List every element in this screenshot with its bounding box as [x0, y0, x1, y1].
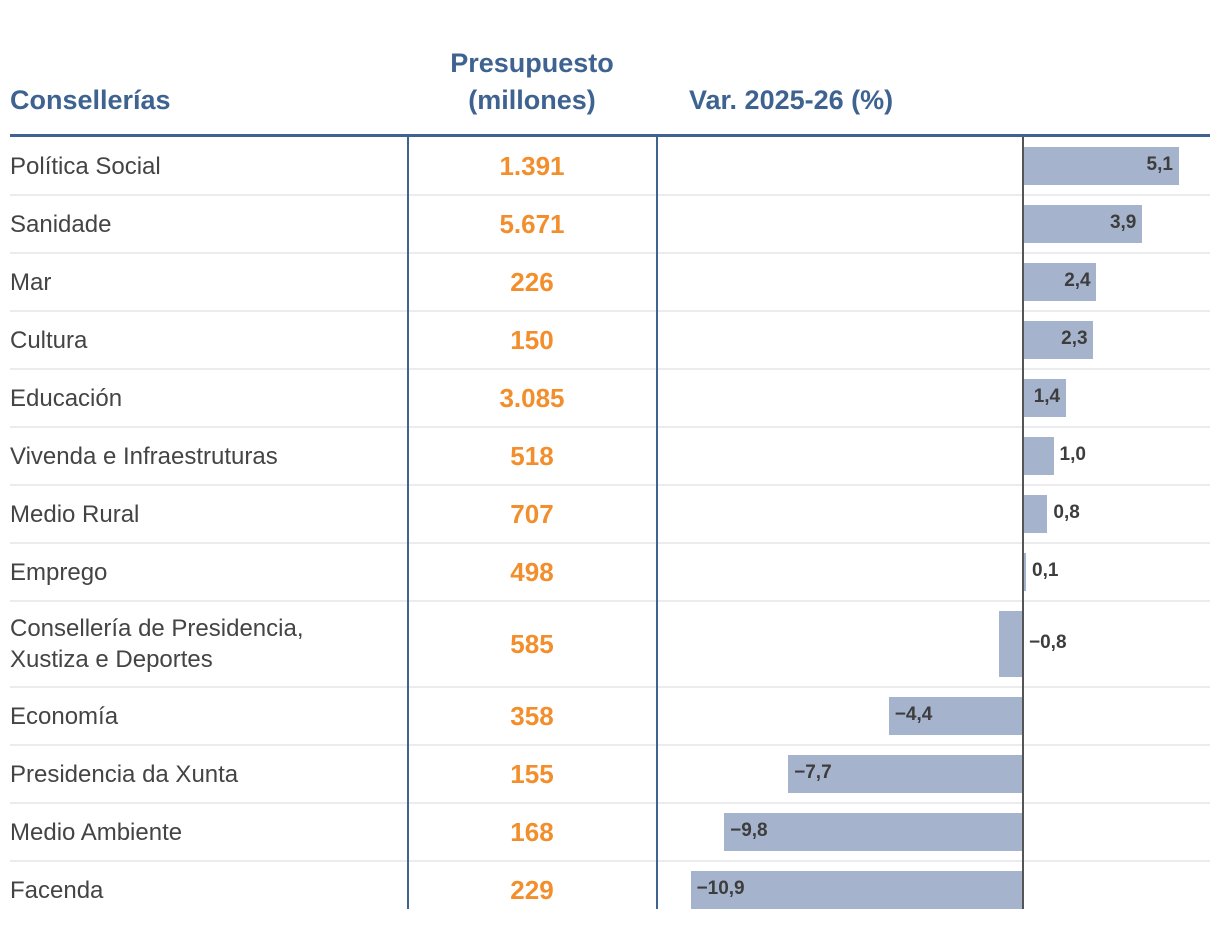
column-divider-budget-left — [407, 137, 409, 909]
variation-bar — [724, 813, 1023, 851]
column-divider-budget-right — [656, 137, 658, 909]
conselleria-name: Política Social — [10, 152, 161, 180]
conselleria-name: Educación — [10, 384, 123, 412]
variation-label: −9,8 — [730, 820, 768, 841]
conselleria-name: Economía — [10, 702, 119, 730]
variation-label: 5,1 — [1146, 154, 1173, 175]
variation-bar — [1023, 437, 1054, 475]
budget-value: 3.085 — [499, 382, 565, 413]
row-separator — [10, 252, 1210, 254]
row-separator — [10, 600, 1210, 602]
table-row: Emprego 498 — [10, 543, 1210, 601]
table-row: Sanidade 5.671 — [10, 195, 1210, 253]
variation-label: 2,4 — [1064, 270, 1091, 291]
variation-bar — [998, 611, 1023, 677]
conselleria-name: Cultura — [10, 326, 88, 354]
variation-bar — [1023, 205, 1142, 243]
table-row: Economía 358 — [10, 687, 1210, 745]
variation-bar — [1023, 147, 1179, 185]
variation-bar — [1023, 263, 1097, 301]
budget-value: 229 — [510, 874, 554, 905]
column-header-consellerias: Consellerías — [10, 85, 171, 115]
variation-bar — [1023, 321, 1094, 359]
row-separator — [10, 194, 1210, 196]
variation-label: −4,4 — [894, 704, 933, 725]
conselleria-name: Facenda — [10, 876, 104, 904]
budget-value: 1.391 — [499, 150, 565, 181]
budget-value: 518 — [510, 440, 554, 471]
row-separator — [10, 802, 1210, 804]
conselleria-name: Sanidade — [10, 210, 112, 238]
table-row: Presidencia da Xunta 155 — [10, 745, 1210, 803]
table-row: Medio Ambiente 168 — [10, 803, 1210, 861]
variation-bar — [690, 871, 1023, 909]
budget-value: 155 — [510, 758, 554, 789]
variation-bar — [1023, 553, 1027, 591]
variation-label: 0,8 — [1053, 502, 1080, 523]
conselleria-name: Mar — [10, 268, 52, 296]
table-row: Política Social 1.391 — [10, 137, 1210, 195]
table-row: Facenda 229 — [10, 861, 1210, 919]
row-separator — [10, 310, 1210, 312]
conselleria-name: Medio Rural — [10, 500, 140, 528]
row-separator — [10, 542, 1210, 544]
variation-label: 1,0 — [1059, 444, 1086, 465]
variation-label: 3,9 — [1109, 212, 1137, 233]
variation-bar — [888, 697, 1023, 735]
variation-label: −7,7 — [794, 762, 832, 783]
zero-axis-line — [1022, 137, 1024, 909]
table-row: Cultura 150 — [10, 311, 1210, 369]
variation-label: 1,4 — [1033, 386, 1061, 407]
row-separator — [10, 860, 1210, 862]
table-row: Educación 3.085 — [10, 369, 1210, 427]
variation-bar — [1023, 379, 1066, 417]
variation-label: −10,9 — [696, 878, 745, 899]
budget-value: 226 — [510, 266, 554, 297]
budget-value: 5.671 — [499, 208, 565, 239]
table-row: Consellería de Presidencia, Xustiza e De… — [10, 601, 1210, 687]
variation-bar — [788, 755, 1023, 793]
budget-value: 168 — [510, 816, 554, 847]
budget-value: 707 — [510, 498, 554, 529]
row-separator — [10, 368, 1210, 370]
variation-label: −0,8 — [1029, 632, 1067, 653]
row-separator — [10, 426, 1210, 428]
table-row: Vivenda e Infraestruturas 518 — [10, 427, 1210, 485]
budget-value: 150 — [510, 324, 554, 355]
table-row: Medio Rural 707 — [10, 485, 1210, 543]
variation-bar — [1023, 495, 1048, 533]
variation-label: 0,1 — [1032, 560, 1059, 581]
conselleria-name: Medio Ambiente — [10, 818, 183, 846]
column-header-budget-line1: Presupuesto — [450, 48, 614, 78]
conselleria-name: Emprego — [10, 558, 108, 586]
column-header-variation: Var. 2025-26 (%) — [689, 85, 894, 115]
conselleria-name: Vivenda e Infraestruturas — [10, 442, 278, 470]
conselleria-name: Consellería de Presidencia, Xustiza e De… — [10, 615, 304, 673]
row-separator — [10, 484, 1210, 486]
row-separator — [10, 686, 1210, 688]
header-rule — [10, 134, 1210, 137]
budget-value: 498 — [510, 556, 554, 587]
table-row: Mar 226 — [10, 253, 1210, 311]
row-separator — [10, 744, 1210, 746]
conselleria-name: Presidencia da Xunta — [10, 760, 239, 788]
column-header-budget-line2: (millones) — [468, 85, 596, 115]
variation-label: 2,3 — [1061, 328, 1088, 349]
column-header-budget: Presupuesto (millones) — [407, 45, 657, 119]
budget-value: 358 — [510, 700, 554, 731]
budget-value: 585 — [510, 628, 554, 659]
